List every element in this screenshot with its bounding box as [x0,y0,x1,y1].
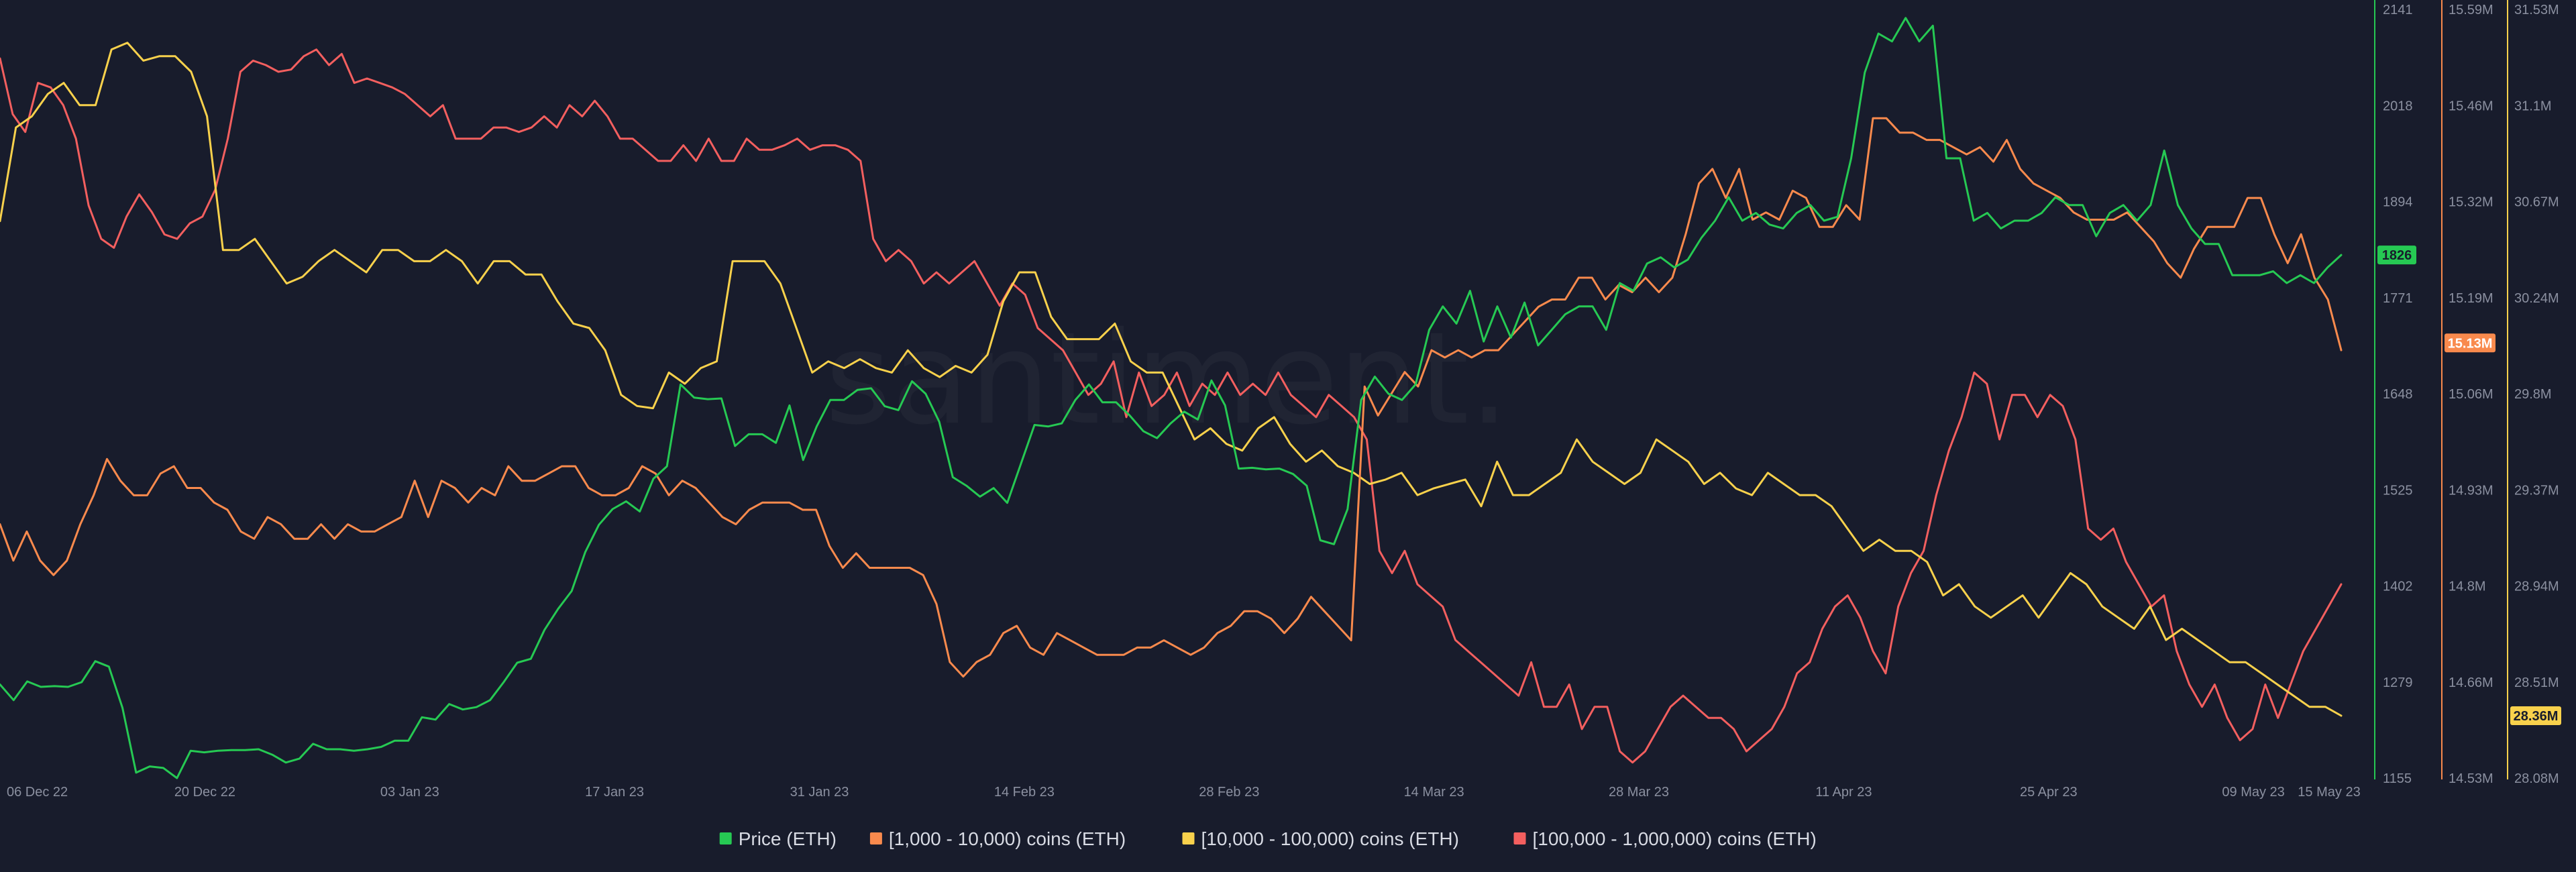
y-tick-label-price: 1525 [2383,483,2413,498]
y-tick-label-c10k: 31.53M [2514,3,2559,17]
x-tick-label: 15 May 23 [2298,785,2360,800]
legend-item-label: [100,000 - 1,000,000) coins (ETH) [1533,828,1817,849]
x-tick-label: 06 Dec 22 [7,785,68,800]
y-tick-label-c10k: 30.24M [2514,291,2559,306]
y-tick-label-c1k: 15.46M [2449,99,2493,113]
x-tick-label: 11 Apr 23 [1815,785,1872,800]
legend-swatch [719,832,732,844]
x-tick-label: 14 Mar 23 [1404,785,1464,800]
y-tick-label-c10k: 29.8M [2514,387,2552,402]
current-value-badge-price [2377,246,2416,265]
y-tick-label-c1k: 15.06M [2449,387,2493,402]
y-tick-label-c1k: 15.32M [2449,195,2493,210]
y-tick-label-c1k: 15.59M [2449,3,2493,17]
x-tick-label: 09 May 23 [2222,785,2284,800]
series-line-2 [0,42,2343,717]
series-line-1 [0,117,2343,678]
y-tick-label-c10k: 29.37M [2514,483,2559,498]
x-tick-label: 28 Mar 23 [1609,785,1669,800]
x-tick-label: 25 Apr 23 [2020,785,2078,800]
y-tick-label-price: 1648 [2383,387,2413,402]
current-value-badge-c1k [2445,333,2496,353]
legend: Price (ETH) [1,000 - 10,000) coins (ETH) [… [719,828,1817,849]
plot-series [0,17,2343,779]
x-tick-label: 03 Jan 23 [380,785,439,800]
legend-swatch [1182,832,1195,844]
legend-swatch [1513,832,1526,844]
y-tick-label-price: 2018 [2383,99,2413,113]
y-tick-label-price: 2141 [2383,3,2413,17]
y-tick-label-price: 1894 [2383,195,2413,210]
x-tick-label: 14 Feb 23 [994,785,1055,800]
y-tick-label-c10k: 31.1M [2514,99,2552,113]
y-tick-label-c1k: 14.93M [2449,483,2493,498]
y-tick-label-c1k: 14.53M [2449,771,2493,786]
series-line-0 [0,17,2343,779]
y-tick-label-price: 1402 [2383,580,2413,594]
y-tick-label-c1k: 14.8M [2449,580,2486,594]
x-tick-label: 31 Jan 23 [790,785,849,800]
y-tick-label-price: 1155 [2383,771,2412,786]
y-tick-label-price: 1771 [2383,291,2413,306]
y-tick-label-c1k: 14.66M [2449,675,2493,690]
x-tick-label: 17 Jan 23 [585,785,644,800]
series-line-3 [0,48,2343,764]
y-tick-label-c10k: 30.67M [2514,195,2559,210]
y-tick-label-c10k: 28.08M [2514,771,2559,786]
current-value-label-c10k: 28.36M [2514,709,2559,724]
x-tick-label: 28 Feb 23 [1199,785,1259,800]
current-value-label-price: 1826 [2382,248,2412,263]
current-value-badge-c10k [2510,706,2561,725]
y-tick-label-c1k: 15.19M [2449,291,2493,306]
y-axes: 2141 2018 1894 1771 1648 1525 1402 1279 1155 1826… [2374,0,2561,786]
legend-item-label: [1,000 - 10,000) coins (ETH) [889,828,1126,849]
current-value-label-c1k: 15.13M [2448,336,2493,351]
y-tick-label-c10k: 28.94M [2514,580,2559,594]
x-tick-label: 20 Dec 22 [174,785,235,800]
legend-item-label: Price (ETH) [739,828,837,849]
y-tick-label-price: 1279 [2383,675,2413,690]
legend-item-label: [10,000 - 100,000) coins (ETH) [1201,828,1459,849]
y-tick-label-c10k: 28.51M [2514,675,2559,690]
legend-swatch [869,832,882,844]
watermark: santiment. [825,305,1509,453]
x-axis: 06 Dec 22 20 Dec 22 03 Jan 23 17 Jan 23 31 J… [7,785,2361,800]
